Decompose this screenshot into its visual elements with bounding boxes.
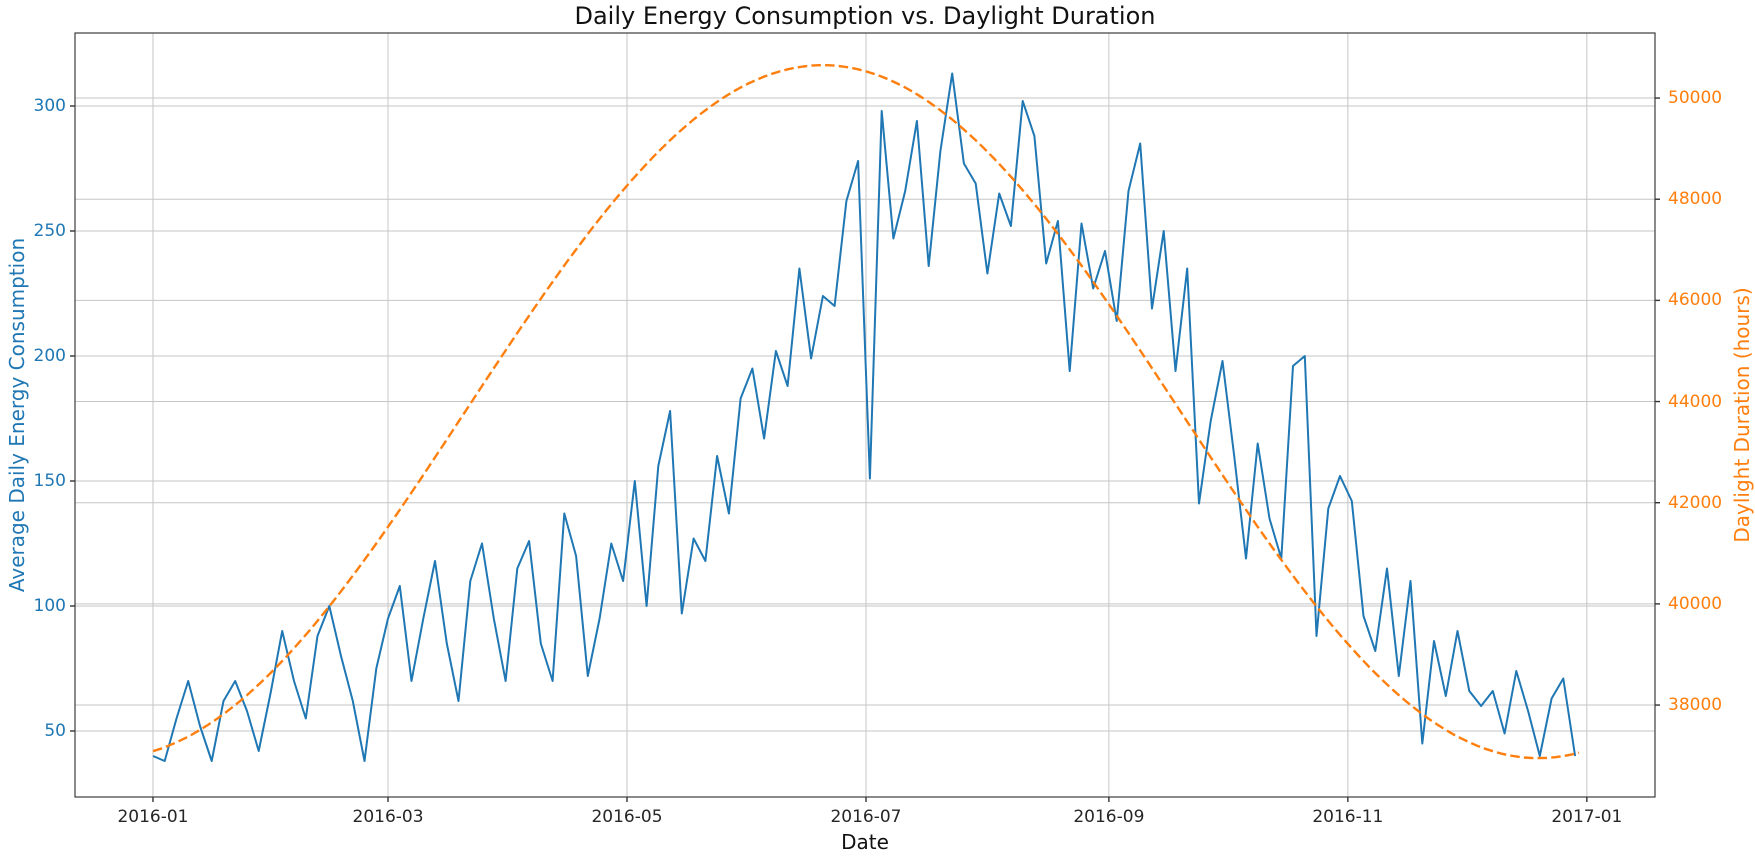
y-tick-label-left: 150 [33, 471, 66, 491]
y-tick-label-right: 38000 [1668, 695, 1723, 716]
y-tick-label-right: 40000 [1668, 593, 1723, 614]
y-axis-label-left: Average Daily Energy Consumption [5, 237, 29, 593]
x-tick-label: 2016-05 [591, 807, 663, 827]
y-tick-label-right: 42000 [1668, 492, 1723, 513]
y-tick-label-left: 100 [33, 596, 66, 616]
x-tick-label: 2017-01 [1551, 807, 1623, 827]
y-tick-label-left: 300 [33, 96, 66, 116]
x-tick-label: 2016-03 [352, 807, 424, 827]
chart-title: Daily Energy Consumption vs. Daylight Du… [574, 2, 1156, 30]
x-tick-label: 2016-01 [117, 807, 189, 827]
x-axis-label: Date [841, 830, 889, 854]
y-tick-label-right: 48000 [1668, 189, 1723, 210]
y-tick-label-left: 50 [44, 721, 66, 741]
x-tick-label: 2016-07 [830, 807, 902, 827]
y-tick-label-left: 200 [33, 346, 66, 366]
y-tick-label-right: 46000 [1668, 290, 1723, 311]
y-tick-label-right: 44000 [1668, 391, 1723, 412]
y-tick-label-right: 50000 [1668, 88, 1723, 109]
x-tick-label: 2016-09 [1073, 807, 1145, 827]
x-tick-label: 2016-11 [1312, 807, 1384, 827]
y-axis-label-right: Daylight Duration (hours) [1730, 287, 1754, 543]
y-tick-label-left: 250 [33, 221, 66, 241]
